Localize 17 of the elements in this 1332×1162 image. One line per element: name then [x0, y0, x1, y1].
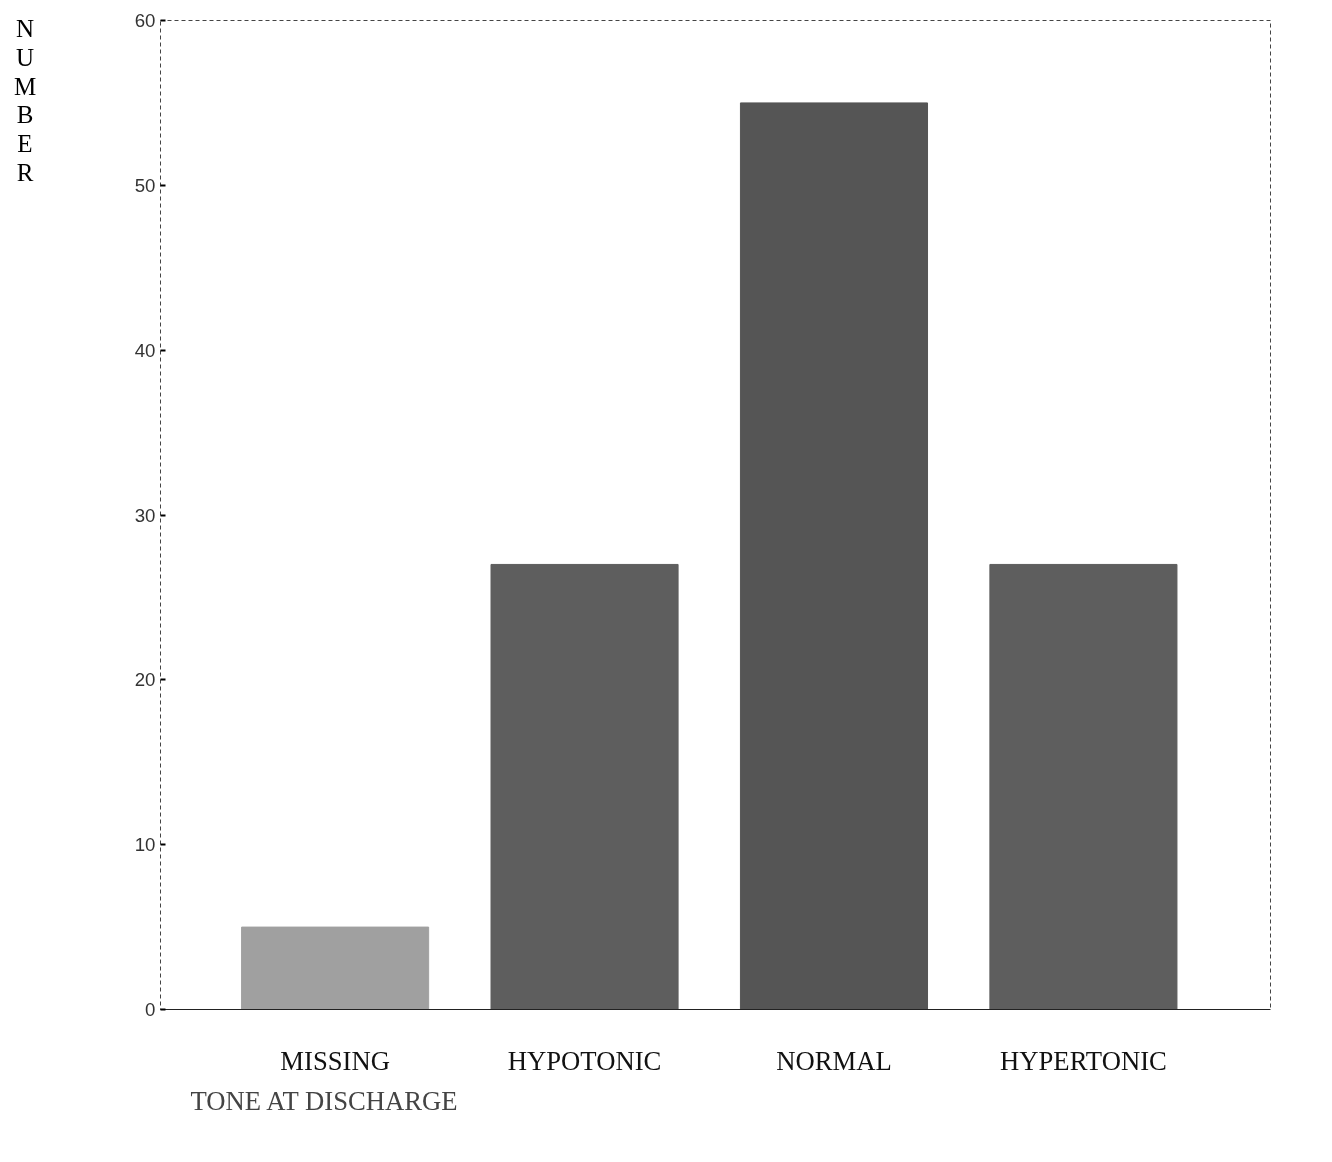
bar: [241, 926, 430, 1010]
y-tick-label: 10: [134, 834, 156, 856]
y-tick-label: 30: [134, 504, 156, 526]
bar: [490, 563, 679, 1010]
y-tick-label: 60: [134, 10, 156, 31]
x-axis-title: TONE AT DISCHARGE: [190, 1085, 458, 1116]
y-tick-label: 40: [134, 339, 156, 361]
x-tick-label: MISSING: [280, 1045, 390, 1076]
y-tick-label: 0: [145, 999, 156, 1020]
x-tick-label: HYPOTONIC: [507, 1045, 662, 1076]
y-tick-label: 50: [134, 174, 156, 196]
x-tick-label: HYPERTONIC: [1000, 1045, 1167, 1076]
x-tick-label: NORMAL: [776, 1045, 892, 1076]
y-tick-label: 20: [134, 669, 156, 691]
bar: [739, 102, 929, 1010]
y-axis-title: NUMBER: [13, 15, 37, 188]
bar: [989, 563, 1178, 1010]
